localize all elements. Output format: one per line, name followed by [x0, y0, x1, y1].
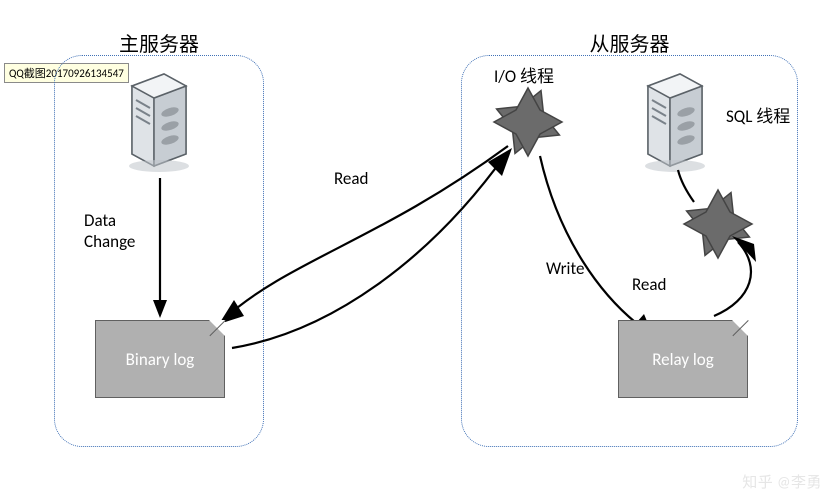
relay-log-label: Relay log — [652, 349, 714, 370]
label-read-top: Read — [334, 168, 368, 189]
arrowhead-relay-sql — [732, 236, 756, 262]
binary-log-label: Binary log — [126, 349, 195, 370]
arrow-io-to-relay — [540, 156, 648, 332]
label-data-change: Data Change — [84, 210, 135, 253]
arrow-group — [160, 146, 751, 348]
slave-server-icon — [645, 74, 705, 172]
arrowheads — [153, 148, 756, 338]
watermark: 知乎 @李勇 — [742, 471, 822, 492]
arrow-binlog-to-io — [232, 154, 506, 348]
arrowhead-master-binlog — [153, 300, 167, 318]
diagram-stage: QQ截图20170926134547 主服务器 从服务器 — [0, 0, 836, 500]
relay-log-file: Relay log — [618, 320, 748, 398]
binary-log-file: Binary log — [95, 320, 225, 398]
label-read-bottom: Read — [632, 274, 666, 295]
master-server-icon — [129, 74, 189, 172]
arrow-sql-to-server — [678, 170, 694, 202]
label-io-thread: I/O 线程 — [494, 66, 554, 87]
label-write: Write — [546, 258, 584, 279]
label-sql-thread: SQL 线程 — [726, 106, 790, 127]
